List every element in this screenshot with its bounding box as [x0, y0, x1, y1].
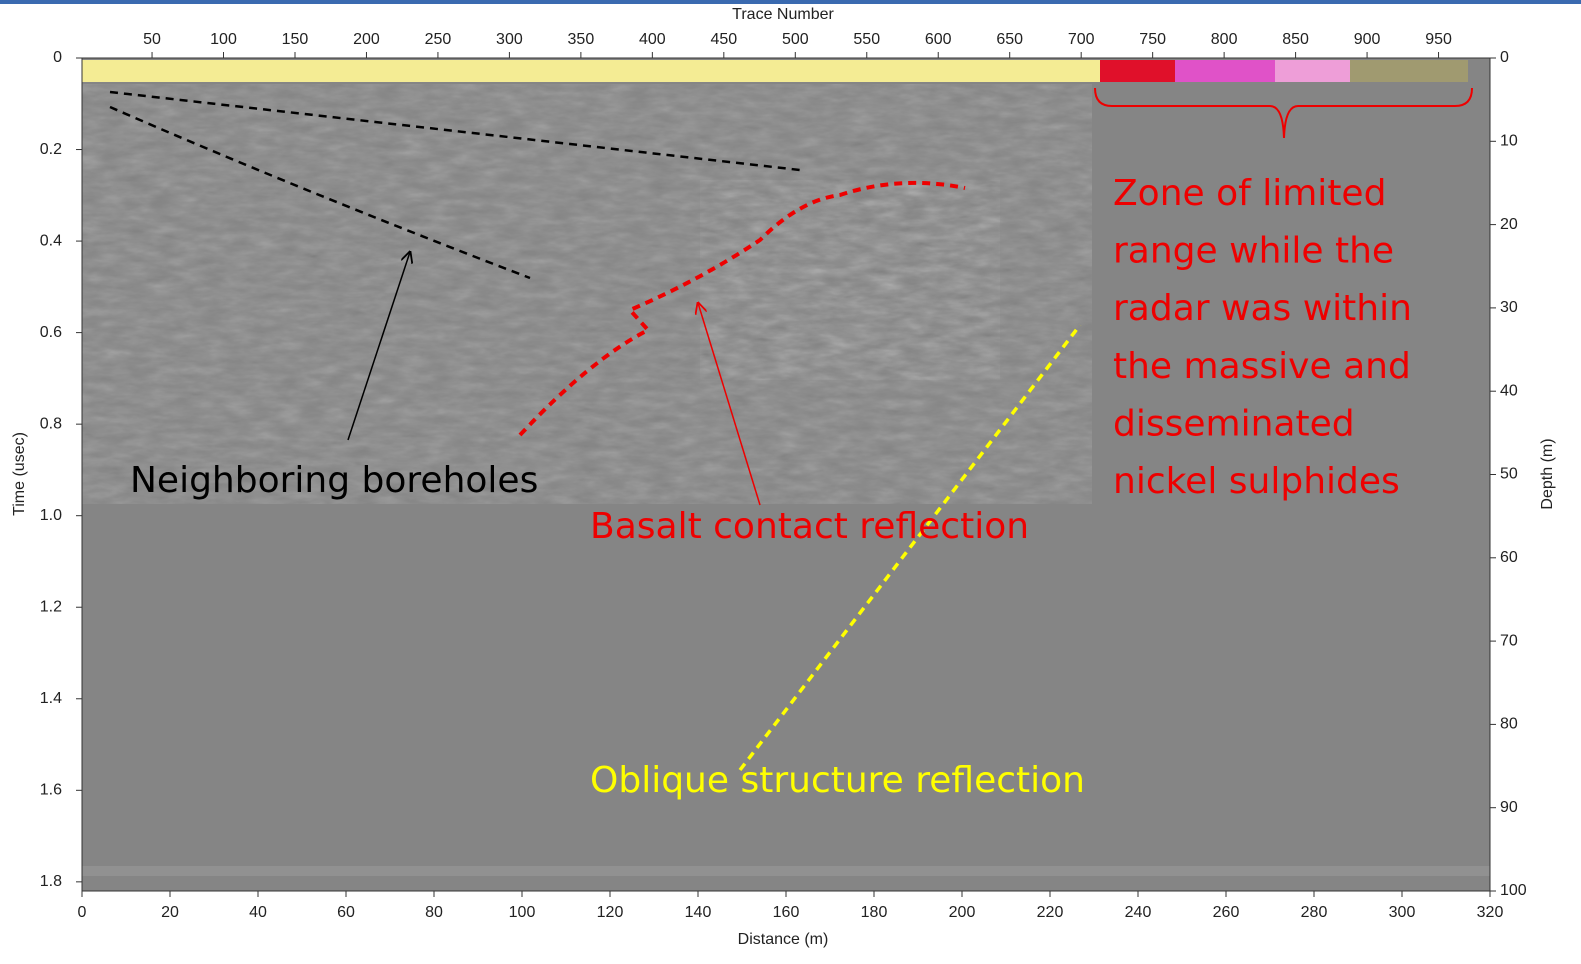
annotation: Neighboring boreholes — [130, 460, 538, 501]
x2-tick-label: 500 — [782, 31, 809, 48]
x2-tick-label: 550 — [853, 31, 880, 48]
y2-tick-label: 50 — [1500, 466, 1518, 483]
annotation: range while the — [1113, 231, 1394, 272]
annotation: radar was within — [1113, 288, 1412, 329]
marker-bar — [1275, 60, 1350, 82]
x2-tick-label: 400 — [639, 31, 666, 48]
x2-tick-label: 150 — [282, 31, 309, 48]
y-tick-label: 1.0 — [40, 507, 62, 524]
y2-tick-label: 40 — [1500, 382, 1518, 399]
y2-tick-label: 100 — [1500, 882, 1527, 899]
x2-axis-label: Trace Number — [732, 6, 834, 23]
x-tick-label: 320 — [1477, 904, 1504, 921]
marker-bar — [82, 60, 1102, 82]
x-tick-label: 60 — [337, 904, 355, 921]
y-tick-label: 0.6 — [40, 324, 62, 341]
bottom-band — [82, 866, 1490, 876]
x2-tick-label: 600 — [925, 31, 952, 48]
y-tick-label: 1.6 — [40, 782, 62, 799]
y-tick-label: 1.4 — [40, 690, 62, 707]
x-tick-label: 280 — [1301, 904, 1328, 921]
x2-tick-label: 300 — [496, 31, 523, 48]
y2-tick-label: 10 — [1500, 133, 1518, 150]
marker-bar — [1100, 60, 1175, 82]
y2-tick-label: 60 — [1500, 549, 1518, 566]
x-tick-label: 80 — [425, 904, 443, 921]
y2-tick-label: 0 — [1500, 49, 1509, 66]
y-tick-label: 0.4 — [40, 232, 62, 249]
annotation: Zone of limited — [1113, 173, 1386, 214]
x-tick-label: 240 — [1125, 904, 1152, 921]
chart: Neighboring boreholes Basalt contact ref… — [0, 0, 1581, 959]
y-tick-label: 1.2 — [40, 598, 62, 615]
x-tick-label: 260 — [1213, 904, 1240, 921]
x2-tick-label: 450 — [710, 31, 737, 48]
y-axis-label: Time (usec) — [11, 432, 28, 516]
annotation: Oblique structure reflection — [590, 760, 1085, 801]
y2-tick-label: 90 — [1500, 799, 1518, 816]
y2-tick-label: 70 — [1500, 632, 1518, 649]
marker-bar — [1350, 60, 1468, 82]
x-tick-label: 100 — [509, 904, 536, 921]
y2-tick-label: 30 — [1500, 299, 1518, 316]
x-tick-label: 120 — [597, 904, 624, 921]
x-tick-label: 200 — [949, 904, 976, 921]
y2-tick-label: 20 — [1500, 216, 1518, 233]
y-tick-label: 1.8 — [40, 873, 62, 890]
y-tick-label: 0 — [53, 49, 62, 66]
x2-tick-label: 250 — [425, 31, 452, 48]
x2-tick-label: 800 — [1211, 31, 1238, 48]
page: Neighboring boreholes Basalt contact ref… — [0, 0, 1581, 959]
y-tick-label: 0.2 — [40, 141, 62, 158]
x2-tick-label: 900 — [1354, 31, 1381, 48]
x-tick-label: 20 — [161, 904, 179, 921]
x-tick-label: 160 — [773, 904, 800, 921]
x2-tick-label: 850 — [1282, 31, 1309, 48]
x2-tick-label: 350 — [568, 31, 595, 48]
annotation: the massive and — [1113, 346, 1411, 387]
x-tick-label: 140 — [685, 904, 712, 921]
x2-tick-label: 700 — [1068, 31, 1095, 48]
x-tick-label: 0 — [78, 904, 87, 921]
y-tick-label: 0.8 — [40, 415, 62, 432]
x-tick-label: 40 — [249, 904, 267, 921]
x-tick-label: 220 — [1037, 904, 1064, 921]
x2-tick-label: 100 — [210, 31, 237, 48]
x2-tick-label: 650 — [996, 31, 1023, 48]
annotation: nickel sulphides — [1113, 461, 1400, 502]
x2-tick-label: 50 — [143, 31, 161, 48]
strong-reflection — [700, 180, 1000, 380]
annotation: Basalt contact reflection — [590, 506, 1029, 547]
x-tick-label: 180 — [861, 904, 888, 921]
header-strip — [0, 0, 1581, 4]
x2-tick-label: 950 — [1425, 31, 1452, 48]
x2-tick-label: 200 — [353, 31, 380, 48]
x-axis-label: Distance (m) — [738, 931, 829, 948]
y2-tick-label: 80 — [1500, 716, 1518, 733]
annotation: disseminated — [1113, 403, 1355, 444]
x2-tick-label: 750 — [1139, 31, 1166, 48]
y2-axis-label: Depth (m) — [1539, 438, 1556, 509]
x-tick-label: 300 — [1389, 904, 1416, 921]
marker-bar — [1175, 60, 1275, 82]
